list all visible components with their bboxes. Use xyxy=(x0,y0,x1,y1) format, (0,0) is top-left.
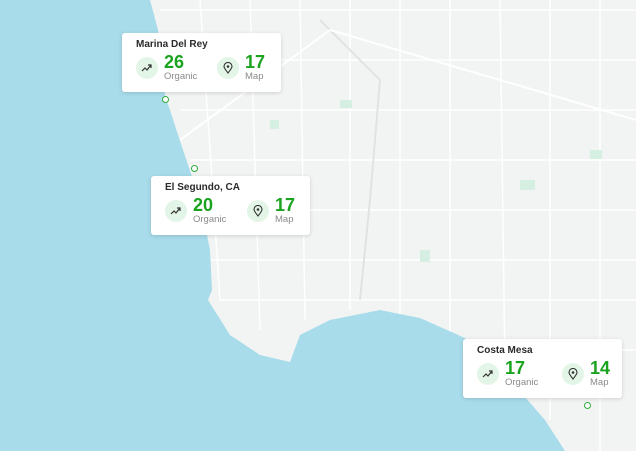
organic-count: 17 xyxy=(505,358,526,378)
location-marker[interactable] xyxy=(584,402,591,409)
parks xyxy=(270,100,602,262)
trending-up-icon xyxy=(477,363,499,385)
organic-label: Organic xyxy=(505,377,539,388)
organic-count: 20 xyxy=(193,195,214,215)
location-card[interactable]: El Segundo, CA 20 Organic 17 Map xyxy=(151,176,310,235)
trending-up-icon xyxy=(165,200,187,222)
location-name: El Segundo, CA xyxy=(165,182,240,193)
location-name: Marina Del Rey xyxy=(136,39,208,50)
map-label: Map xyxy=(245,71,264,82)
map-pin-icon xyxy=(217,57,239,79)
map-count: 17 xyxy=(275,195,296,215)
location-card[interactable]: Marina Del Rey 26 Organic 17 Map xyxy=(122,33,281,92)
location-name: Costa Mesa xyxy=(477,345,533,356)
map-pin-icon xyxy=(247,200,269,222)
organic-label: Organic xyxy=(193,214,227,225)
organic-label: Organic xyxy=(164,71,198,82)
location-card[interactable]: Costa Mesa 17 Organic 14 Map xyxy=(463,339,622,398)
map-count: 14 xyxy=(590,358,611,378)
map-count: 17 xyxy=(245,52,266,72)
location-marker[interactable] xyxy=(162,96,169,103)
map-label: Map xyxy=(590,377,609,388)
trending-up-icon xyxy=(136,57,158,79)
ocean xyxy=(0,0,565,451)
map-pin-icon xyxy=(562,363,584,385)
location-marker[interactable] xyxy=(191,165,198,172)
map-label: Map xyxy=(275,214,294,225)
organic-count: 26 xyxy=(164,52,185,72)
